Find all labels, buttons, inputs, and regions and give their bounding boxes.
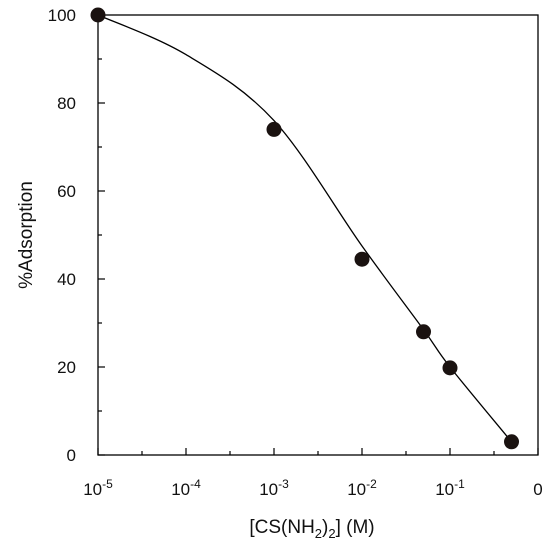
data-point xyxy=(504,434,520,450)
x-tick-label: 10-4 xyxy=(171,477,201,499)
y-tick-label: 0 xyxy=(67,446,76,465)
y-tick-label: 60 xyxy=(57,182,76,201)
data-point xyxy=(416,324,432,340)
y-tick-label: 20 xyxy=(57,358,76,377)
y-tick-label: 80 xyxy=(57,94,76,113)
x-tick-label: 0 xyxy=(533,480,542,499)
data-point xyxy=(266,121,282,137)
x-label-sub2: 2 xyxy=(328,526,335,541)
fit-curve xyxy=(97,14,513,443)
x-label-mid: ) xyxy=(322,517,328,538)
y-tick-label: 40 xyxy=(57,270,76,289)
y-axis-label: %Adsorption xyxy=(16,181,37,289)
x-axis-label: [CS(NH2)2] (M) xyxy=(249,517,374,541)
plot-frame xyxy=(97,14,539,456)
x-axis-ticks: 10-5 10-4 10-3 10-2 10-1 0 xyxy=(83,448,543,499)
x-label-post: ] (M) xyxy=(336,517,375,538)
x-tick-label: 10-5 xyxy=(83,477,113,499)
y-axis-ticks: 0 20 40 60 80 100 xyxy=(48,6,105,465)
data-points xyxy=(90,7,520,450)
y-tick-label: 100 xyxy=(48,6,76,25)
x-label-sub1: 2 xyxy=(315,526,322,541)
data-point xyxy=(442,360,458,376)
data-point xyxy=(354,251,370,267)
x-tick-label: 10-2 xyxy=(347,477,377,499)
data-point xyxy=(90,7,106,23)
x-tick-label: 10-1 xyxy=(435,477,465,499)
x-label-pre: [CS(NH xyxy=(249,517,314,538)
x-tick-label: 10-3 xyxy=(259,477,289,499)
